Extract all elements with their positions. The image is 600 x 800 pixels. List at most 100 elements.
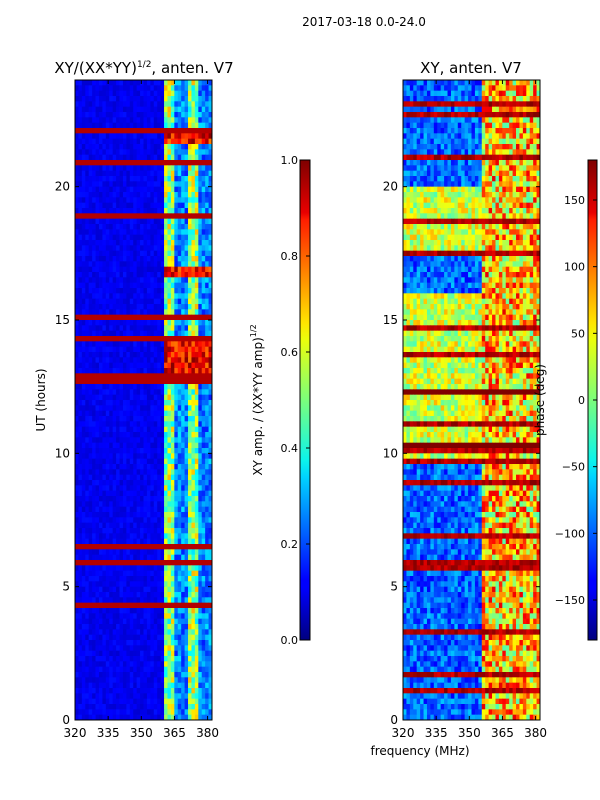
heat-cell [140, 560, 144, 566]
heat-cell [174, 469, 179, 476]
heat-cell [112, 261, 117, 268]
heat-cell [98, 597, 103, 604]
heat-cell [167, 160, 172, 166]
heat-cell [116, 106, 120, 113]
heat-cell [205, 554, 209, 561]
heat-cell [85, 490, 90, 497]
heat-cell [112, 389, 117, 396]
heat-cell [181, 336, 185, 342]
heat-cell [146, 90, 151, 97]
heat-cell [112, 373, 117, 380]
heat-cell [75, 661, 79, 668]
heat-cell [109, 368, 114, 374]
heat-cell [157, 192, 162, 198]
heat-cell [129, 426, 134, 433]
heat-cell [164, 277, 168, 284]
heat-cell [164, 378, 168, 385]
heat-cell [205, 416, 209, 422]
heat-cell [184, 101, 189, 108]
heat-cell [85, 474, 90, 481]
heat-cell [78, 645, 83, 652]
heat-cell [143, 181, 148, 188]
heat-cell [194, 437, 199, 444]
heat-cell [174, 506, 179, 513]
heat-cell [160, 672, 165, 678]
heat-cell [146, 650, 151, 657]
heat-cell [116, 682, 120, 689]
heat-cell [184, 432, 189, 438]
heat-cell [181, 410, 185, 417]
heat-cell [205, 410, 209, 417]
heat-cell [184, 677, 189, 684]
heat-cell [194, 138, 199, 145]
heat-cell [194, 154, 199, 161]
heat-cell [122, 640, 127, 646]
heat-cell [88, 613, 93, 620]
heat-cell [102, 373, 107, 380]
heat-cell [191, 437, 196, 444]
heat-cell [201, 224, 206, 230]
heat-cell [437, 90, 442, 97]
heat-cell [167, 208, 172, 214]
heat-cell [81, 389, 86, 396]
heat-cell [205, 218, 209, 225]
heat-cell [78, 346, 83, 353]
heat-cell [129, 522, 134, 529]
heat-cell [102, 181, 107, 188]
heat-cell [184, 389, 189, 396]
heat-cell [102, 384, 107, 390]
heat-cell [119, 586, 124, 593]
heat-cell [85, 128, 90, 134]
heat-cell [88, 373, 93, 380]
heat-cell [164, 80, 168, 86]
heat-cell [88, 645, 93, 652]
heat-cell [122, 112, 127, 118]
heat-cell [119, 405, 124, 412]
heat-cell [119, 133, 124, 140]
heat-cell [188, 544, 192, 550]
heat-cell [98, 384, 103, 390]
heat-cell [146, 576, 151, 582]
heat-cell [116, 352, 120, 358]
heat-cell [133, 149, 138, 156]
heat-cell [509, 90, 513, 97]
heat-cell [85, 245, 90, 252]
heat-cell [201, 608, 206, 614]
heat-cell [88, 80, 93, 86]
heat-cell [88, 496, 93, 502]
heat-cell [98, 624, 103, 630]
heat-cell [129, 352, 134, 358]
heat-cell [105, 597, 110, 604]
heat-cell [102, 90, 107, 97]
heat-cell [437, 96, 442, 102]
heat-cell [188, 394, 192, 401]
heat-cell [105, 309, 110, 316]
heat-cell [88, 544, 93, 550]
heat-cell [205, 186, 209, 193]
heat-cell [133, 533, 138, 540]
heat-cell [119, 714, 124, 721]
heat-cell [85, 485, 90, 492]
heat-cell [129, 421, 134, 428]
heat-cell [119, 90, 124, 97]
heat-cell [184, 490, 189, 497]
heat-cell [88, 709, 93, 716]
heat-cell [478, 85, 483, 92]
heat-cell [140, 101, 144, 108]
heat-cell [112, 277, 117, 284]
heat-cell [133, 640, 138, 646]
heat-cell [153, 288, 158, 294]
heat-cell [88, 714, 93, 721]
heat-cell [102, 165, 107, 172]
heat-cell [198, 325, 203, 332]
heat-cell [157, 304, 162, 310]
heat-cell [116, 293, 120, 300]
heat-cell [140, 549, 144, 556]
heat-cell [160, 405, 165, 412]
heat-cell [191, 560, 196, 566]
heat-cell [116, 154, 120, 161]
heat-cell [129, 245, 134, 252]
heat-cell [201, 96, 206, 102]
heat-cell [194, 618, 199, 625]
heat-cell [194, 357, 199, 364]
